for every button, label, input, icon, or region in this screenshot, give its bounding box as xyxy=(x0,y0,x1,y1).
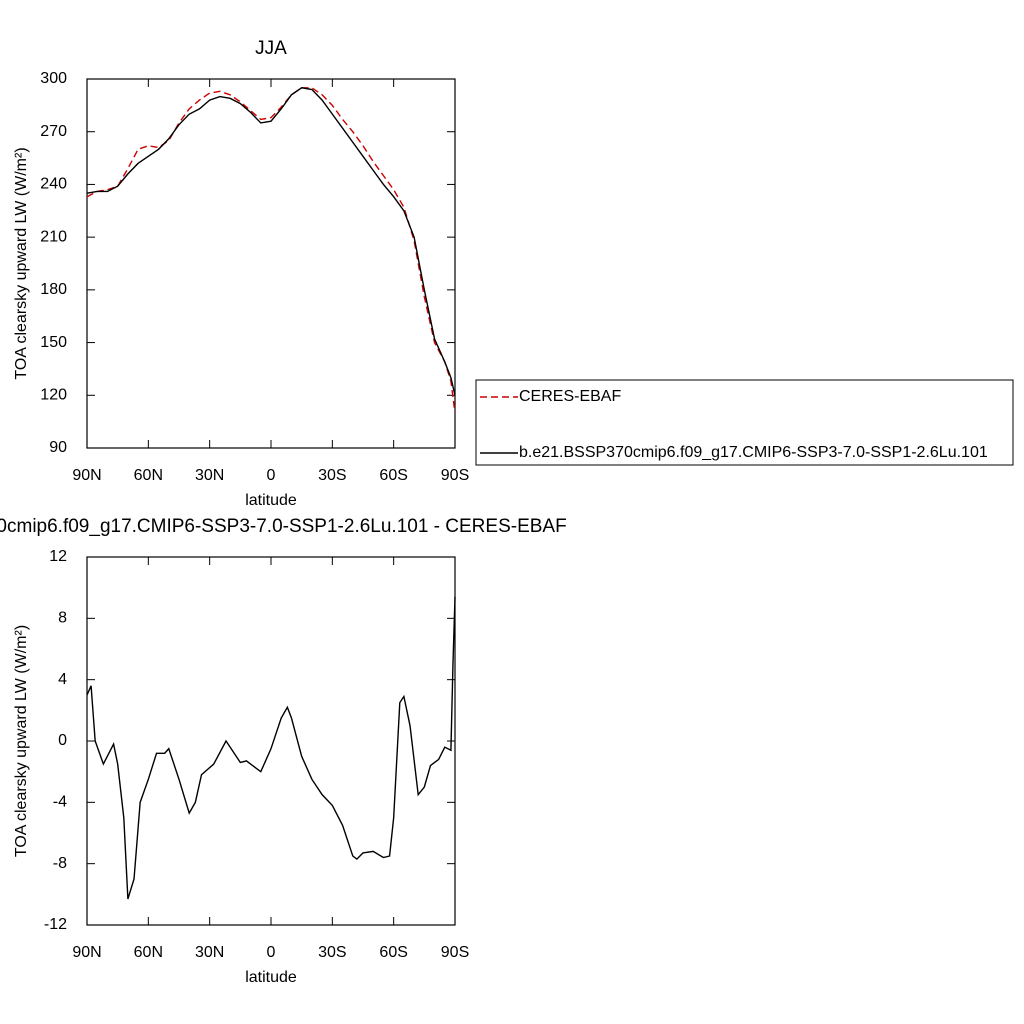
plot-frame xyxy=(86,78,456,449)
y-tick-label: -4 xyxy=(53,794,67,811)
y-tick-label: 240 xyxy=(40,176,67,193)
y-tick-label: 0 xyxy=(58,732,67,749)
legend-label: CERES-EBAF xyxy=(519,388,621,405)
series-line xyxy=(86,87,456,413)
series-line xyxy=(86,87,456,396)
y-tick-label: 270 xyxy=(40,123,67,140)
plot-frame xyxy=(86,556,456,926)
chart-title: 370cmip6.f09_g17.CMIP6-SSP3-7.0-SSP1-2.6… xyxy=(0,516,567,537)
x-tick-label: 90N xyxy=(72,944,101,961)
x-tick-label: 90S xyxy=(441,944,469,961)
x-tick-label: 90N xyxy=(72,467,101,484)
x-tick-label: 30N xyxy=(195,944,224,961)
x-tick-label: 0 xyxy=(267,944,276,961)
y-tick-label: 120 xyxy=(40,387,67,404)
y-axis-label: TOA clearsky upward LW (W/m²) xyxy=(13,147,30,379)
x-tick-label: 0 xyxy=(267,467,276,484)
y-tick-label: 8 xyxy=(58,610,67,627)
legend-label: b.e21.BSSP370cmip6.f09_g17.CMIP6-SSP3-7.… xyxy=(519,444,988,461)
y-tick-label: 180 xyxy=(40,281,67,298)
x-axis-label: latitude xyxy=(245,969,297,986)
series-line xyxy=(86,596,456,900)
chart-title: JJA xyxy=(255,38,287,59)
legend-box xyxy=(475,379,1014,466)
y-tick-label: 90 xyxy=(49,439,67,456)
x-tick-label: 30S xyxy=(318,467,346,484)
x-axis-label: latitude xyxy=(245,492,297,509)
x-tick-label: 60N xyxy=(134,944,163,961)
y-tick-label: 4 xyxy=(58,671,67,688)
y-tick-label: 210 xyxy=(40,228,67,245)
y-tick-label: 12 xyxy=(49,548,67,565)
y-axis-label: TOA clearsky upward LW (W/m²) xyxy=(13,625,30,857)
y-tick-label: -12 xyxy=(44,916,67,933)
x-tick-label: 60N xyxy=(134,467,163,484)
y-tick-label: 300 xyxy=(40,70,67,87)
y-tick-label: -8 xyxy=(53,855,67,872)
y-tick-label: 150 xyxy=(40,334,67,351)
x-tick-label: 90S xyxy=(441,467,469,484)
x-tick-label: 60S xyxy=(379,467,407,484)
x-tick-label: 30S xyxy=(318,944,346,961)
x-tick-label: 60S xyxy=(379,944,407,961)
x-tick-label: 30N xyxy=(195,467,224,484)
